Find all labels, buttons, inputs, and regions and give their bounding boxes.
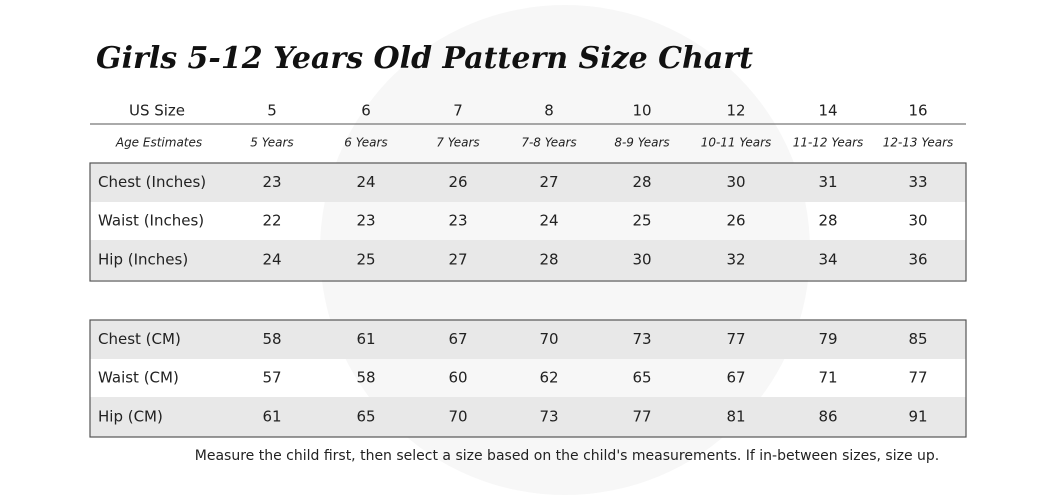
cell: 14 bbox=[818, 102, 837, 120]
row-label: Age Estimates bbox=[115, 136, 202, 150]
cell: 58 bbox=[356, 369, 375, 387]
cell: 24 bbox=[356, 173, 375, 191]
cell: 86 bbox=[818, 408, 837, 426]
cell: 70 bbox=[539, 330, 558, 348]
cell: 36 bbox=[908, 251, 927, 269]
cell: 34 bbox=[818, 251, 837, 269]
inches-box bbox=[89, 162, 967, 282]
cell: 24 bbox=[539, 212, 558, 230]
cell: 60 bbox=[448, 369, 467, 387]
cell: 8 bbox=[544, 102, 554, 120]
cell: 58 bbox=[262, 330, 281, 348]
cell: 6 bbox=[361, 102, 371, 120]
row-label: Hip (CM) bbox=[98, 408, 163, 426]
cell: 24 bbox=[262, 251, 281, 269]
cell: 27 bbox=[448, 251, 467, 269]
cell: 11-12 Years bbox=[793, 136, 864, 150]
cell: 22 bbox=[262, 212, 281, 230]
cell: 26 bbox=[448, 173, 467, 191]
cell: 77 bbox=[726, 330, 745, 348]
cell: 23 bbox=[448, 212, 467, 230]
cell: 5 bbox=[267, 102, 277, 120]
cell: 30 bbox=[908, 212, 927, 230]
cell: 67 bbox=[726, 369, 745, 387]
cell: 12 bbox=[726, 102, 745, 120]
cell: 77 bbox=[908, 369, 927, 387]
cell: 81 bbox=[726, 408, 745, 426]
cell: 10-11 Years bbox=[701, 136, 772, 150]
cell: 70 bbox=[448, 408, 467, 426]
title: Girls 5-12 Years Old Pattern Size Chart bbox=[96, 41, 753, 76]
cell: 23 bbox=[262, 173, 281, 191]
cell: 33 bbox=[908, 173, 927, 191]
cell: 31 bbox=[818, 173, 837, 191]
cell: 77 bbox=[632, 408, 651, 426]
cell: 30 bbox=[726, 173, 745, 191]
cell: 28 bbox=[632, 173, 651, 191]
cell: 61 bbox=[262, 408, 281, 426]
cell: 65 bbox=[356, 408, 375, 426]
cell: 67 bbox=[448, 330, 467, 348]
row-label: Chest (Inches) bbox=[98, 173, 206, 191]
cell: 5 Years bbox=[250, 136, 293, 150]
row-shade bbox=[90, 240, 966, 280]
cell: 61 bbox=[356, 330, 375, 348]
cell: 57 bbox=[262, 369, 281, 387]
cell: 25 bbox=[632, 212, 651, 230]
cell: 23 bbox=[356, 212, 375, 230]
cell: 10 bbox=[632, 102, 651, 120]
cell: 85 bbox=[908, 330, 927, 348]
cell: 32 bbox=[726, 251, 745, 269]
cell: 6 Years bbox=[344, 136, 387, 150]
cell: 71 bbox=[818, 369, 837, 387]
cell: 79 bbox=[818, 330, 837, 348]
row-shade bbox=[90, 320, 966, 359]
cell: 27 bbox=[539, 173, 558, 191]
cell: 30 bbox=[632, 251, 651, 269]
cell: 91 bbox=[908, 408, 927, 426]
cell: 16 bbox=[908, 102, 927, 120]
cell: 28 bbox=[818, 212, 837, 230]
row-shade bbox=[90, 397, 966, 437]
cell: 25 bbox=[356, 251, 375, 269]
row-label: Waist (Inches) bbox=[98, 212, 204, 230]
cell: 7-8 Years bbox=[521, 136, 576, 150]
row-label: Chest (CM) bbox=[98, 330, 181, 348]
cell: 65 bbox=[632, 369, 651, 387]
cm-box bbox=[89, 319, 967, 438]
footnote: Measure the child first, then select a s… bbox=[195, 448, 939, 464]
cell: 12-13 Years bbox=[883, 136, 954, 150]
row-shade bbox=[90, 163, 966, 202]
cell: 28 bbox=[539, 251, 558, 269]
cell: 73 bbox=[539, 408, 558, 426]
cell: 7 bbox=[453, 102, 463, 120]
cell: 62 bbox=[539, 369, 558, 387]
cell: 73 bbox=[632, 330, 651, 348]
cell: 8-9 Years bbox=[614, 136, 669, 150]
cell: 7 Years bbox=[436, 136, 479, 150]
row-label: US Size bbox=[129, 102, 185, 120]
cell: 26 bbox=[726, 212, 745, 230]
row-label: Hip (Inches) bbox=[98, 251, 188, 269]
row-label: Waist (CM) bbox=[98, 369, 179, 387]
